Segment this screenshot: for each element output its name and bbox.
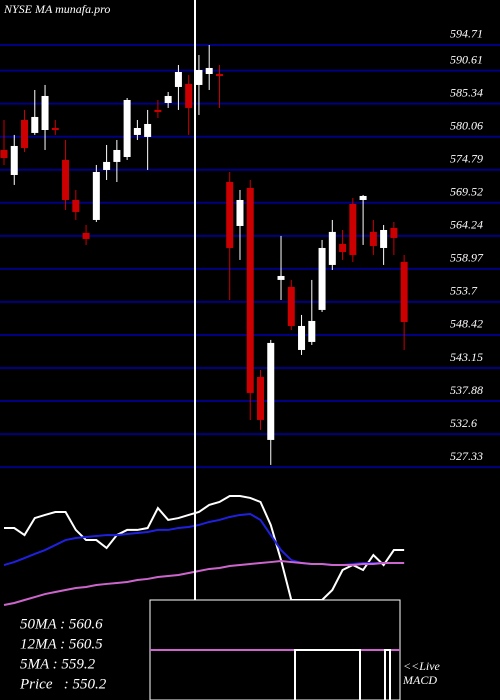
candle-body (92, 171, 100, 220)
summary-label: Price : 550.2 (19, 676, 107, 692)
candle-body (349, 203, 357, 255)
candle-body (226, 181, 234, 248)
candle-body (308, 320, 316, 342)
y-tick-label: 543.15 (450, 350, 483, 364)
summary-label: 12MA : 560.5 (20, 636, 103, 652)
candle-body (10, 145, 18, 175)
candle-body (236, 199, 244, 226)
chart-title: NYSE MA munafa.pro (3, 2, 110, 16)
summary-label: 50MA : 560.6 (20, 616, 103, 632)
candle-body (298, 325, 306, 350)
candle-body (174, 71, 182, 87)
indicator-line (3, 559, 405, 606)
y-tick-label: 564.24 (450, 218, 483, 232)
candle-body (103, 161, 111, 170)
candle-body (154, 109, 162, 112)
candle-body (31, 116, 39, 133)
candle-body (318, 247, 326, 310)
y-tick-label: 580.06 (450, 119, 483, 133)
candle-body (144, 123, 152, 137)
candle-body (72, 199, 80, 212)
candle-body (113, 149, 121, 162)
candle-body (400, 261, 408, 322)
candle-body (287, 286, 295, 326)
candle-body (195, 69, 203, 85)
y-tick-label: 532.6 (450, 416, 477, 430)
panel-label: <<Live (403, 659, 441, 673)
candle-body (62, 159, 70, 200)
candle-body (185, 83, 193, 108)
y-tick-label: 569.52 (450, 185, 483, 199)
candle-body (82, 232, 90, 239)
candle-body (267, 342, 275, 440)
y-tick-label: 537.88 (450, 383, 483, 397)
candle-body (164, 95, 172, 103)
candle-body (390, 227, 398, 238)
candle-body (359, 195, 367, 200)
candle-body (380, 229, 388, 248)
candle-body (277, 275, 285, 280)
candle-body (215, 73, 223, 76)
candle-body (51, 127, 59, 130)
candle-body (123, 99, 131, 158)
candle-body (205, 67, 213, 74)
candle-body (339, 243, 347, 252)
candle-body (369, 231, 377, 246)
candle-body (133, 127, 141, 135)
y-tick-label: 527.33 (450, 449, 483, 463)
candle-body (257, 376, 264, 420)
y-tick-label: 594.71 (450, 27, 483, 41)
candle-body (328, 231, 336, 265)
y-tick-label: 585.34 (450, 85, 483, 99)
indicator-line (3, 512, 405, 567)
candle-body (246, 187, 254, 393)
panel-label: MACD (402, 673, 437, 687)
candle-body (41, 95, 49, 130)
y-tick-label: 558.97 (450, 251, 484, 265)
candle-body (21, 119, 29, 148)
macd-histogram (294, 649, 391, 700)
y-tick-label: 590.61 (450, 52, 483, 66)
indicator-line (4, 495, 405, 601)
y-tick-label: 553.7 (450, 284, 478, 298)
y-tick-label: 574.79 (450, 152, 483, 166)
y-tick-label: 548.42 (450, 317, 483, 331)
candle-body (0, 149, 8, 159)
summary-label: 5MA : 559.2 (20, 656, 96, 672)
